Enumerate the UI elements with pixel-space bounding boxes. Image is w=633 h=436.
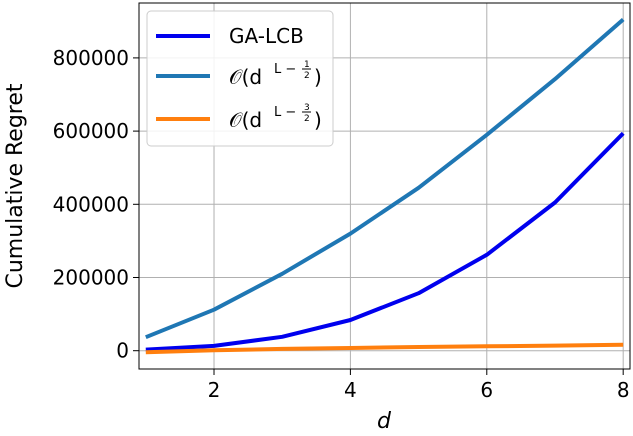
y-tick-label: 0 [116, 339, 129, 363]
legend-label-frac-den: 2 [304, 71, 310, 81]
y-tick-label: 800000 [53, 46, 129, 70]
x-axis-label: d [377, 409, 392, 434]
legend-label-o-d-l-minus-half: 𝒪(d L − 1 2 ) [229, 60, 322, 89]
legend-label-base: 𝒪(d [229, 65, 262, 89]
legend-box [146, 10, 334, 147]
y-tick-label: 200000 [53, 266, 129, 290]
axis-ticks: 2 4 6 8 0 200000 400000 600000 800000 [53, 46, 630, 402]
series-line-o-d-l-minus-three-halves [145, 342, 624, 355]
x-tick-label: 4 [344, 378, 357, 402]
x-tick-label: 2 [208, 378, 221, 402]
series-lines [145, 17, 625, 355]
series-line-ga-lcb [145, 131, 625, 352]
legend: GA-LCB 𝒪(d L − 1 2 ) 𝒪(d L − 3 2 ) [146, 10, 334, 147]
legend-label-ga-lcb: GA-LCB [229, 24, 304, 48]
y-tick-label: 600000 [53, 119, 129, 143]
legend-label-close: ) [314, 65, 322, 89]
legend-label-base: 𝒪(d [229, 108, 262, 132]
x-tick-label: 6 [480, 378, 493, 402]
legend-label-frac-num: 3 [304, 103, 310, 113]
legend-label-exponent: L − [274, 105, 296, 120]
y-axis-label: Cumulative Regret [3, 83, 28, 288]
plot-area-frame [138, 2, 631, 370]
legend-label-frac-den: 2 [304, 114, 310, 124]
legend-label-close: ) [314, 108, 322, 132]
series-line-o-d-l-minus-half [145, 17, 625, 340]
legend-label-o-d-l-minus-three-halves: 𝒪(d L − 3 2 ) [229, 103, 322, 132]
x-tick-label: 8 [617, 378, 630, 402]
legend-label-exponent: L − [274, 62, 296, 77]
legend-label-frac-num: 1 [304, 60, 310, 70]
y-tick-label: 400000 [53, 192, 129, 216]
